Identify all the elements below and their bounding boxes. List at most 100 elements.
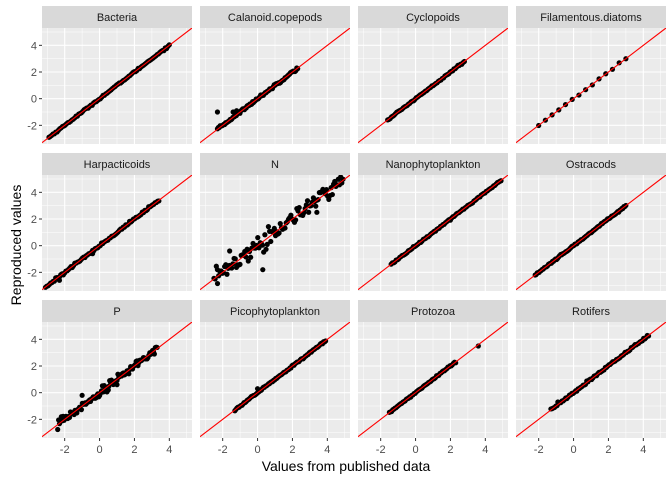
- facet-strip-label: Calanoid.copepods: [228, 12, 323, 24]
- data-point: [224, 271, 230, 277]
- x-tick-label: 4: [166, 444, 172, 456]
- facet-strip-label: Protozoa: [411, 306, 456, 318]
- identity-line: [200, 28, 350, 144]
- facet-strip: [516, 153, 666, 175]
- facet-panel: Bacteria: [42, 6, 192, 144]
- identity-line: [358, 175, 508, 291]
- facet-strip: [516, 6, 666, 28]
- data-point: [214, 280, 221, 287]
- identity-line: [358, 322, 508, 438]
- data-point: [304, 198, 311, 204]
- data-point: [260, 267, 266, 273]
- data-point: [323, 187, 330, 193]
- data-point: [154, 344, 160, 351]
- facet-strip: [358, 153, 508, 175]
- data-point: [340, 176, 346, 182]
- facet-panel: Rotifers: [516, 300, 666, 438]
- data-point: [78, 407, 85, 413]
- x-tick-label: 2: [289, 444, 295, 456]
- facet-strip: [200, 300, 350, 322]
- facet-strip-label: Bacteria: [97, 12, 138, 24]
- data-point: [265, 224, 272, 230]
- facet-panel: Ostracods: [516, 153, 666, 291]
- facet-strip: [358, 6, 508, 28]
- facet-panel: Calanoid.copepods: [200, 6, 350, 144]
- panel-plot-area: [42, 28, 192, 144]
- panel-plot-area: [200, 175, 350, 291]
- data-point: [214, 109, 221, 115]
- x-axis-title: Values from published data: [262, 458, 431, 474]
- panel-plot-area: [516, 28, 666, 144]
- facet-strip-label: Nanophytoplankton: [386, 159, 481, 171]
- x-tick-label: 0: [412, 444, 418, 456]
- data-point: [276, 230, 282, 236]
- data-point: [245, 258, 251, 264]
- panel-plot-area: [200, 28, 350, 144]
- data-point: [293, 217, 299, 223]
- facet-strip: [42, 300, 192, 322]
- panel-plot-area: [200, 322, 350, 438]
- facet-strip-label: Rotifers: [572, 306, 610, 318]
- x-tick-label: 0: [570, 444, 576, 456]
- y-tick-label: 4: [31, 334, 37, 346]
- axes: -2 0 2 4 -2 0 2 4 -2 0 2 4 -2 0 2 4 -2 0 2 4 -2 0 2 4 -2 0 2 4: [27, 40, 646, 456]
- y-tick-label: 4: [31, 40, 37, 52]
- facet-panel: P: [42, 300, 192, 438]
- panel-plot-area: [516, 175, 666, 291]
- facet-strip-label: P: [113, 306, 120, 318]
- data-point: [105, 387, 111, 393]
- facet-strip: [200, 153, 350, 175]
- data-point: [237, 261, 243, 267]
- data-point: [262, 232, 268, 238]
- data-point: [151, 351, 157, 357]
- y-tick-label: 2: [31, 361, 37, 373]
- x-tick-label: 0: [96, 444, 102, 456]
- data-point: [126, 371, 132, 377]
- y-tick-label: 0: [31, 388, 37, 400]
- identity-line: [42, 322, 192, 438]
- panel-plot-area: [516, 322, 666, 438]
- y-tick-label: 2: [31, 67, 37, 79]
- data-point: [255, 235, 261, 241]
- data-point: [114, 382, 120, 388]
- y-tick-label: 0: [31, 94, 37, 106]
- data-point: [227, 248, 233, 254]
- data-point: [248, 254, 254, 260]
- identity-line: [200, 175, 350, 291]
- data-point: [313, 203, 319, 209]
- identity-line: [200, 322, 350, 438]
- facet-panel: Harpacticoids: [42, 153, 192, 291]
- y-tick-label: 0: [31, 241, 37, 253]
- facet-strip-label: N: [271, 159, 279, 171]
- facet-strip-label: Cyclopoids: [406, 12, 460, 24]
- facet-panel: Filamentous.diatoms: [516, 6, 666, 144]
- x-tick-label: 2: [131, 444, 137, 456]
- x-tick-label: -2: [218, 444, 228, 456]
- y-tick-label: -2: [27, 120, 37, 132]
- data-point: [306, 209, 312, 215]
- facet-panel: Cyclopoids: [358, 6, 508, 144]
- x-tick-label: -2: [376, 444, 386, 456]
- identity-line: [516, 28, 666, 144]
- identity-line: [42, 175, 192, 291]
- y-tick-label: 2: [31, 214, 37, 226]
- data-point: [277, 221, 283, 227]
- data-point: [234, 108, 240, 114]
- panel-plot-area: [358, 175, 508, 291]
- data-point: [317, 189, 323, 195]
- panel-plot-area: [358, 28, 508, 144]
- data-point: [268, 238, 274, 245]
- data-point: [55, 426, 61, 433]
- facet-panel: Picophytoplankton: [200, 300, 350, 438]
- panel-plot-area: [42, 322, 192, 438]
- y-tick-label: -2: [27, 414, 37, 426]
- x-tick-label: -2: [534, 444, 544, 456]
- facet-strip-label: Picophytoplankton: [230, 306, 320, 318]
- data-point: [475, 343, 481, 349]
- facet-strip: [42, 153, 192, 175]
- panel-plot-area: [42, 175, 192, 291]
- data-point: [79, 392, 85, 398]
- identity-line: [516, 175, 666, 291]
- facet-panels: Bacteria Calanoid.copepods Cyclopoids Filam…: [42, 6, 666, 438]
- facet-strip-label: Harpacticoids: [84, 159, 151, 171]
